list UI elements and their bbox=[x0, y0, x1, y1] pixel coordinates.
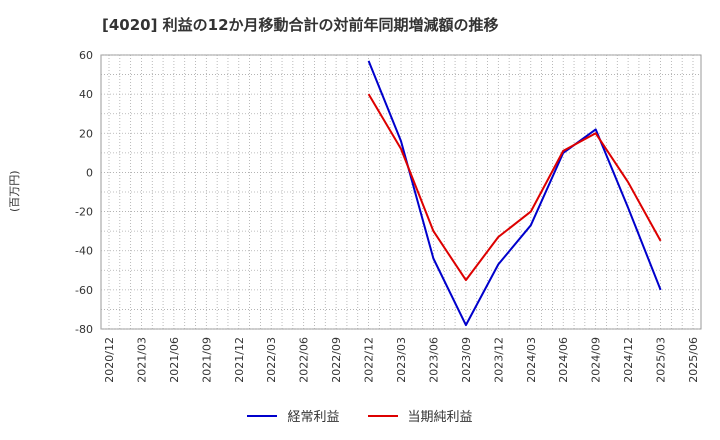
x-tick-label: 2023/03 bbox=[395, 337, 408, 383]
y-tick-label: -60 bbox=[75, 284, 93, 297]
series-line-net-profit bbox=[367, 93, 662, 282]
x-tick-label: 2022/12 bbox=[363, 337, 376, 383]
x-tick-label: 2020/12 bbox=[103, 337, 116, 383]
legend-item-net-profit: 当期純利益 bbox=[367, 406, 473, 425]
legend-swatch-ordinary-profit bbox=[247, 414, 278, 417]
y-tick-label: 0 bbox=[86, 166, 93, 179]
x-tick-label: 2023/06 bbox=[427, 337, 440, 383]
x-tick-label: 2024/06 bbox=[557, 337, 570, 383]
y-tick-label: -40 bbox=[75, 245, 93, 258]
legend-label-net-profit: 当期純利益 bbox=[407, 410, 473, 425]
y-tick-label: 20 bbox=[79, 127, 93, 140]
x-tick-label: 2021/12 bbox=[233, 337, 246, 383]
legend-item-ordinary-profit: 経常利益 bbox=[247, 406, 340, 425]
x-tick-label: 2024/03 bbox=[525, 337, 538, 383]
legend-swatch-net-profit bbox=[367, 414, 398, 417]
x-tick-label: 2025/03 bbox=[655, 337, 668, 383]
y-tick-label: 60 bbox=[79, 49, 93, 62]
x-tick-label: 2022/09 bbox=[330, 337, 343, 383]
legend-label-ordinary-profit: 経常利益 bbox=[287, 410, 340, 425]
legend: 経常利益 当期純利益 bbox=[0, 406, 720, 425]
x-tick-label: 2023/09 bbox=[460, 337, 473, 383]
x-tick-label: 2021/06 bbox=[168, 337, 181, 383]
x-tick-label: 2023/12 bbox=[492, 337, 505, 383]
x-tick-label: 2022/06 bbox=[298, 337, 311, 383]
x-tick-label: 2021/09 bbox=[200, 337, 213, 383]
x-tick-label: 2021/03 bbox=[135, 337, 148, 383]
x-tick-label: 2022/03 bbox=[265, 337, 278, 383]
x-tick-label: 2024/09 bbox=[590, 337, 603, 383]
x-tick-label: 2024/12 bbox=[622, 337, 635, 383]
y-tick-label: -80 bbox=[75, 323, 93, 336]
series-line-ordinary-profit bbox=[367, 60, 662, 327]
x-tick-label: 2025/06 bbox=[687, 337, 700, 383]
chart-title: [4020] 利益の12か月移動合計の対前年同期増減額の推移 bbox=[102, 16, 499, 34]
y-tick-label: 40 bbox=[79, 88, 93, 101]
y-tick-label: -20 bbox=[75, 206, 93, 219]
